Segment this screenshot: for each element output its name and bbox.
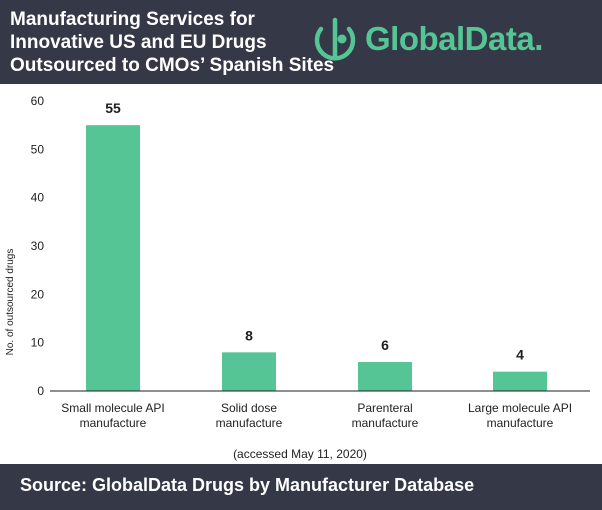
x-tick-label: Large molecule API: [468, 401, 572, 415]
data-label: 6: [381, 337, 389, 353]
x-tick-label: manufacture: [487, 416, 554, 430]
chart-title-line-2: Innovative US and EU Drugs: [10, 32, 267, 53]
header-banner: Manufacturing Services for Innovative US…: [0, 0, 602, 84]
accessed-note: (accessed May 11, 2020): [233, 447, 367, 461]
y-tick-label: 60: [31, 94, 45, 108]
y-axis-label: No. of outsourced drugs: [5, 249, 16, 356]
source-text: Source: GlobalData Drugs by Manufacturer…: [20, 475, 475, 495]
bar: [86, 125, 140, 391]
bar: [222, 352, 276, 391]
data-label: 4: [516, 347, 524, 363]
x-tick-label: manufacture: [80, 416, 147, 430]
globaldata-logo-text: GlobalData.: [365, 20, 543, 57]
bars: [86, 125, 547, 391]
chart-title-line-1: Manufacturing Services for: [10, 9, 255, 30]
x-tick-label: Small molecule API: [61, 401, 164, 415]
y-tick-label: 0: [37, 384, 44, 398]
bar: [358, 362, 412, 391]
x-tick-label: Parenteral: [357, 401, 412, 415]
chart-area: No. of outsourced drugs 0 10 20 30 40 50 60 55…: [0, 84, 602, 464]
chart-title: Manufacturing Services for Innovative US…: [10, 8, 334, 77]
y-axis-ticks: 0 10 20 30 40 50 60: [31, 94, 45, 398]
x-tick-label: manufacture: [216, 416, 283, 430]
chart-title-line-3: Outsourced to CMOs’ Spanish Sites: [10, 55, 335, 76]
x-tick-label: Solid dose: [221, 401, 277, 415]
y-tick-label: 40: [31, 191, 45, 205]
y-tick-label: 20: [31, 287, 45, 301]
data-label: 55: [105, 100, 121, 116]
globaldata-logo: GlobalData.: [313, 14, 543, 64]
y-tick-label: 30: [31, 239, 45, 253]
data-label: 8: [245, 327, 253, 343]
y-tick-label: 10: [31, 336, 45, 350]
x-tick-label: manufacture: [352, 416, 419, 430]
footer-banner: Source: GlobalData Drugs by Manufacturer…: [0, 464, 602, 510]
y-tick-label: 50: [31, 142, 45, 156]
bar-chart: No. of outsourced drugs 0 10 20 30 40 50 60 55…: [5, 94, 590, 461]
bar: [493, 371, 547, 391]
globaldata-logo-icon: [314, 17, 356, 61]
data-labels: 55 8 6 4: [105, 100, 524, 363]
